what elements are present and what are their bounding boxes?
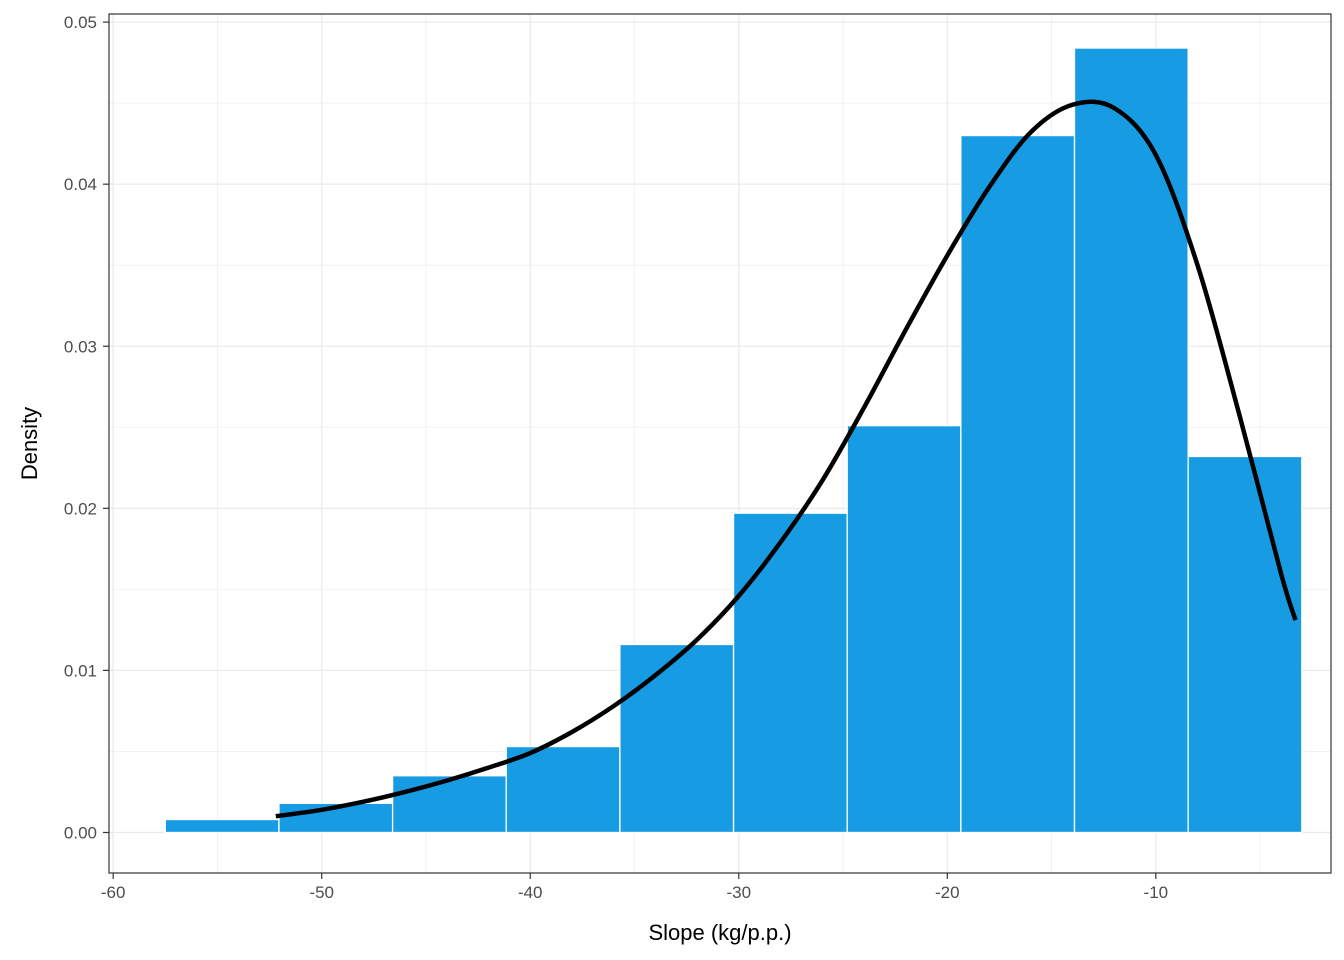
- x-axis-ticks: -60 -50 -40 -30 -20 -10: [101, 873, 1168, 902]
- y-tick-label: 0.04: [64, 175, 97, 194]
- histogram-bar-1: [164, 818, 280, 834]
- density-curve-line: [275, 99, 1298, 819]
- histogram-bar-6: [732, 512, 848, 834]
- histogram-bar-7: [846, 425, 962, 834]
- x-tick-label: -30: [726, 883, 751, 902]
- panel-border: [108, 13, 1332, 874]
- x-tick-label: -50: [309, 883, 334, 902]
- histogram-bar-9: [1073, 47, 1189, 834]
- y-tick-label: 0.02: [64, 499, 97, 518]
- histogram-bar-5: [619, 643, 735, 834]
- x-tick-label: -10: [1144, 883, 1169, 902]
- y-tick-label: 0.00: [64, 823, 97, 842]
- histogram-bar-3: [391, 775, 507, 834]
- histogram-bar-4: [505, 745, 621, 834]
- y-axis-title: Density: [17, 407, 42, 480]
- x-tick-label: -60: [101, 883, 126, 902]
- histogram-bar-8: [960, 134, 1076, 834]
- y-tick-label: 0.03: [64, 337, 97, 356]
- y-tick-label: 0.01: [64, 661, 97, 680]
- x-tick-label: -40: [518, 883, 543, 902]
- y-tick-label: 0.05: [64, 13, 97, 32]
- x-tick-label: -20: [935, 883, 960, 902]
- histogram-bars: [164, 47, 1303, 834]
- x-axis-title: Slope (kg/p.p.): [648, 920, 791, 945]
- histogram-bar-10: [1187, 455, 1303, 834]
- y-axis-ticks: 0.00 0.01 0.02 0.03 0.04 0.05: [64, 13, 109, 842]
